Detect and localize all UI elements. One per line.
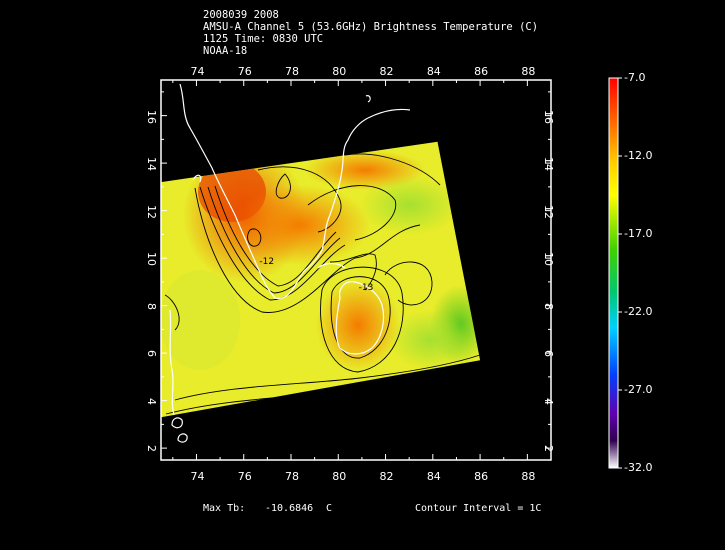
contour-label: -12: [259, 256, 275, 267]
contour-label: -13: [358, 283, 374, 293]
colorbar-label: -17.0: [624, 227, 653, 240]
lat-label-right: 16: [542, 109, 555, 124]
lon-label-top: 76: [237, 65, 252, 78]
lon-label-bottom: 88: [521, 470, 536, 483]
lat-label-left: 10: [145, 252, 158, 267]
lon-label-top: 78: [285, 65, 299, 78]
colorbar-label: -7.0: [624, 71, 646, 84]
max-tb-unit: C: [326, 503, 333, 514]
lat-label-right: 14: [542, 157, 555, 172]
colorbar-label: -32.0: [624, 461, 653, 474]
title-line-3: 1125 Time: 0830 UTC: [203, 33, 324, 45]
title-line-1: 2008039 2008: [203, 9, 279, 21]
contour-interval: Contour Interval = 1C: [415, 503, 542, 514]
lon-label-top: 84: [426, 65, 441, 78]
swath-field: [161, 141, 481, 418]
lon-label-top: 74: [190, 65, 205, 78]
lat-label-left: 4: [145, 397, 158, 405]
title-line-4: NOAA-18: [203, 45, 248, 57]
lat-label-right: 10: [542, 252, 555, 267]
lat-label-left: 8: [145, 302, 158, 310]
coastlines: [169, 83, 411, 443]
colorbar-label: -27.0: [624, 383, 653, 396]
lat-label-left: 16: [145, 109, 158, 124]
lon-label-bottom: 76: [237, 470, 252, 483]
lat-label-right: 12: [542, 204, 555, 219]
max-tb-label: Max Tb:: [203, 503, 246, 514]
lat-label-left: 14: [145, 157, 158, 172]
lat-label-left: 2: [145, 445, 158, 453]
colorbar-label: -22.0: [624, 305, 653, 318]
title-line-2: AMSU-A Channel 5 (53.6GHz) Brightness Te…: [203, 21, 539, 33]
lon-label-top: 86: [474, 65, 489, 78]
plot-frame: [160, 79, 552, 461]
lon-label-bottom: 84: [426, 470, 441, 483]
lat-label-right: 2: [542, 445, 555, 453]
max-tb-value: -10.6846: [265, 503, 314, 514]
lon-label-bottom: 80: [332, 470, 347, 483]
lat-label-left: 12: [145, 204, 158, 219]
colorbar-label: -12.0: [624, 149, 653, 162]
colorbar-ticks: [618, 77, 622, 469]
lon-label-bottom: 74: [190, 470, 205, 483]
lat-label-left: 6: [145, 350, 158, 358]
lon-label-top: 88: [521, 65, 536, 78]
lon-label-bottom: 86: [474, 470, 489, 483]
lon-label-bottom: 82: [379, 470, 394, 483]
lon-label-top: 82: [379, 65, 394, 78]
lat-label-right: 4: [542, 397, 555, 405]
colorbar: [608, 77, 619, 469]
lat-label-right: 8: [542, 302, 555, 310]
lon-label-bottom: 78: [285, 470, 299, 483]
lat-label-right: 6: [542, 350, 555, 358]
lon-label-top: 80: [332, 65, 347, 78]
plot-border: [160, 79, 552, 461]
